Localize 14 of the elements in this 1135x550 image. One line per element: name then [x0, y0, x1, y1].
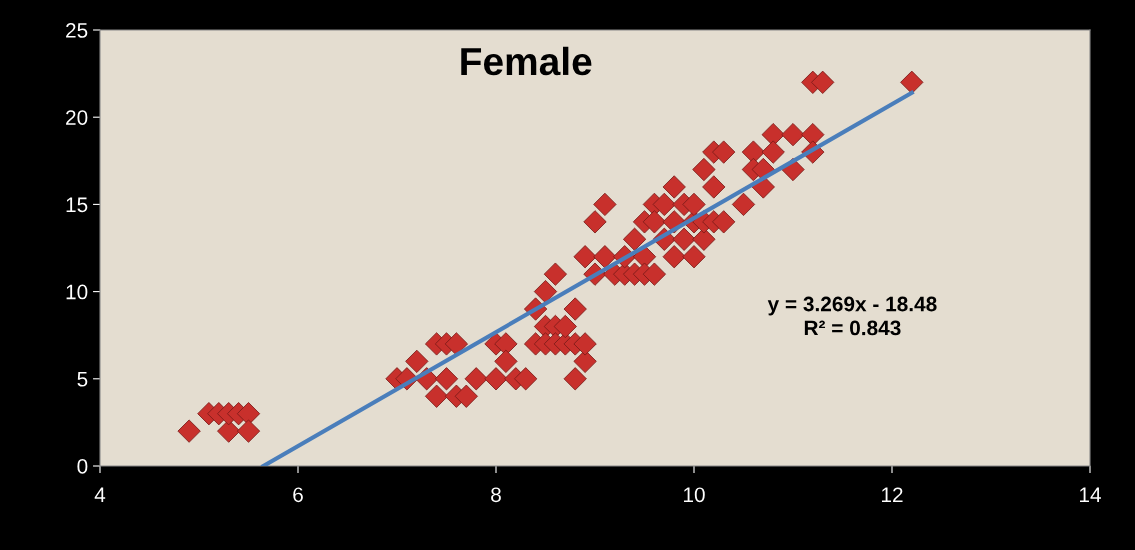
x-tick-label: 8 — [491, 487, 501, 503]
y-tick-label: 0 — [77, 459, 88, 474]
annotation: y = 3.269x - 18.48 R² = 0.843 — [767, 296, 937, 336]
x-tick-label: 12 — [882, 487, 903, 502]
y-tick-label: 20 — [66, 110, 88, 125]
x-tick-label: 10 — [684, 487, 705, 503]
chart-title: Female — [461, 46, 592, 76]
y-tick-label: 5 — [77, 372, 88, 387]
x-tick-label: 4 — [94, 487, 106, 502]
x-tick-label: 14 — [1080, 487, 1101, 502]
y-tick-label: 10 — [66, 284, 88, 300]
x-tick-label: 6 — [293, 487, 303, 503]
y-tick-label: 15 — [66, 197, 88, 213]
y-tick-label: 25 — [66, 23, 88, 38]
